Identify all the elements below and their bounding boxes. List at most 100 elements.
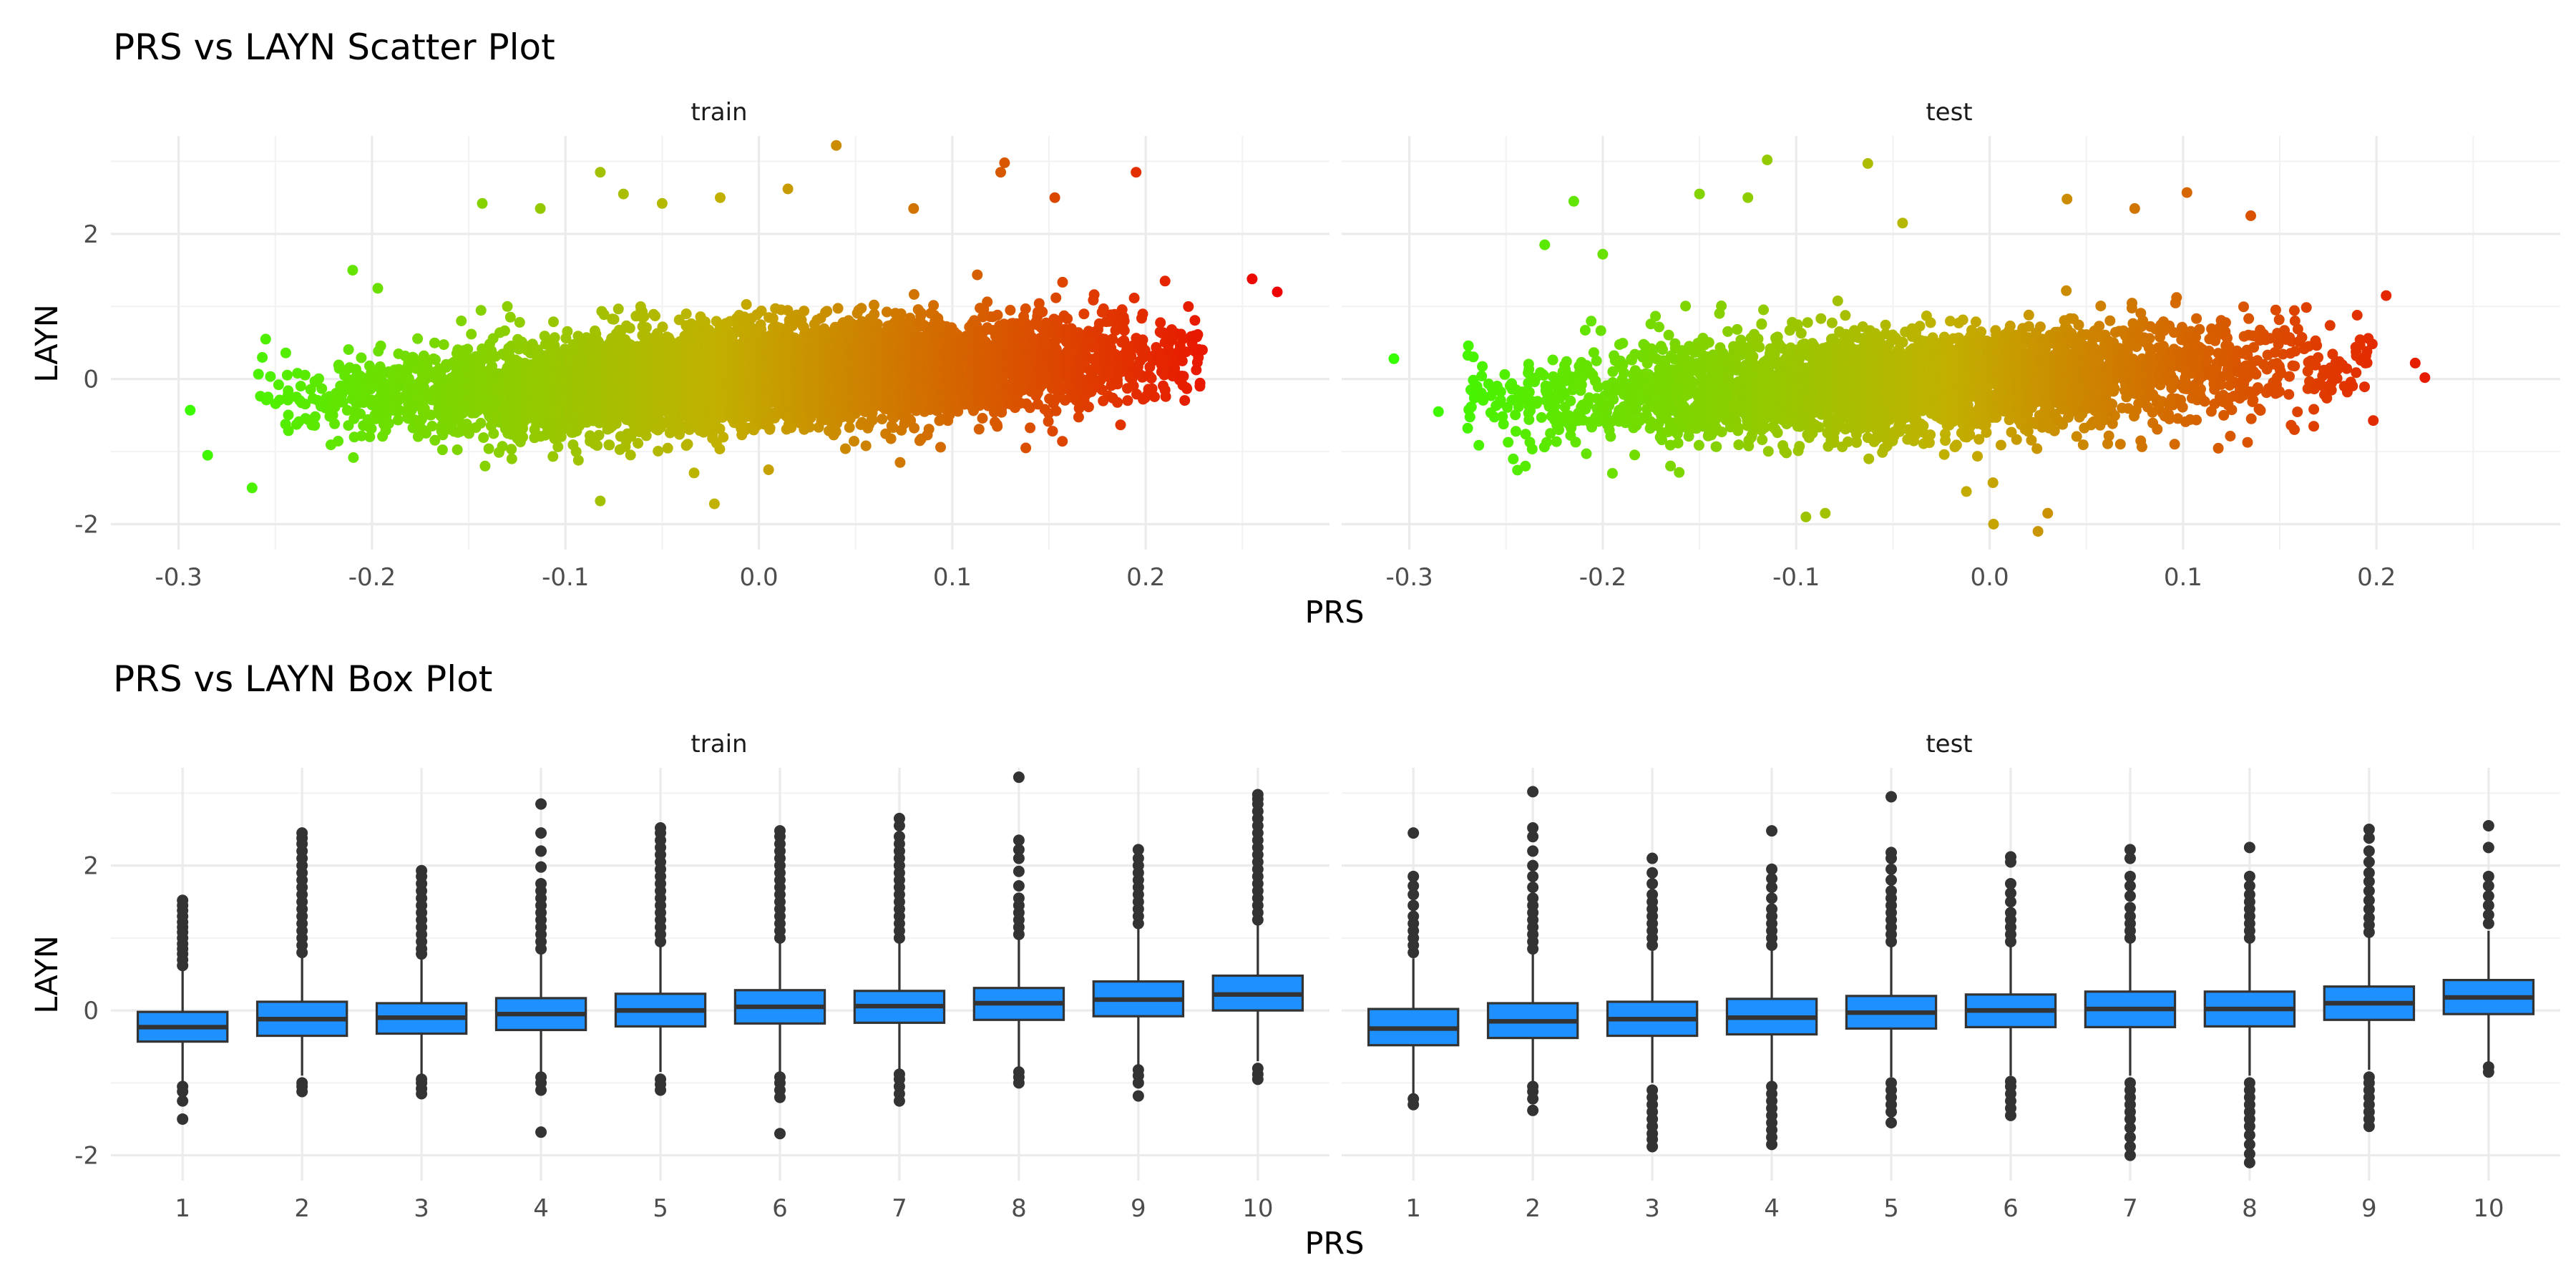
scatter-point (347, 265, 358, 276)
scatter-point (403, 373, 414, 384)
scatter-point (625, 449, 636, 461)
scatter-point (246, 482, 258, 494)
scatter-point (274, 394, 286, 406)
scatter-point (514, 317, 525, 328)
scatter-point (305, 384, 316, 395)
scatter-point (348, 452, 359, 463)
scatter-point (502, 301, 513, 312)
scatter-point (592, 440, 603, 452)
scatter-point (281, 369, 293, 381)
scatter-point (418, 350, 429, 361)
scatter-point (299, 369, 311, 381)
scatter-point (682, 439, 693, 450)
scatter-point (273, 379, 284, 391)
scatter-point (662, 442, 673, 454)
scatter-point (821, 306, 833, 317)
scatter-point (407, 422, 419, 434)
scatter-panel-train: -0.3 -0.2 -0.1 0.0 0.1 0.2-202 (74, 136, 1330, 592)
scatter-point (355, 408, 366, 419)
scatter-point (741, 299, 752, 310)
scatter-point (782, 183, 794, 195)
scatter-point (831, 140, 842, 151)
scatter-point (466, 328, 477, 340)
scatter-point (263, 391, 274, 403)
scatter-point (549, 332, 560, 343)
scatter-point (610, 418, 622, 429)
scatter-point (383, 418, 394, 429)
scatter-point (832, 303, 844, 314)
scatter-point (506, 444, 517, 455)
scatter-point (475, 305, 487, 316)
scatter-point (392, 414, 404, 426)
scatter-strip-test: test (1926, 98, 1972, 127)
scatter-point (372, 283, 384, 294)
scatter-point (535, 203, 546, 214)
scatter-point (375, 340, 386, 351)
scatter-point (680, 308, 692, 320)
scatter-point (300, 399, 311, 410)
scatter-point (598, 309, 610, 321)
scatter-point (764, 422, 776, 434)
scatter-point (438, 339, 449, 351)
scatter-point (257, 352, 268, 363)
scatter-point (437, 429, 449, 441)
scatter-point (309, 420, 321, 431)
scatter-point (517, 431, 528, 443)
scatter-point (429, 434, 441, 446)
scatter-point (570, 446, 582, 457)
scatter-point (327, 409, 338, 421)
scatter-point (295, 381, 306, 392)
box-plot-title: PRS vs LAYN Box Plot (113, 658, 492, 700)
scatter-point (504, 311, 516, 323)
scatter-strip-train: train (691, 98, 747, 127)
scatter-point (452, 444, 463, 455)
scatter-point (488, 428, 499, 439)
scatter-point (333, 436, 344, 447)
scatter-point (202, 449, 213, 461)
scatter-point (552, 441, 564, 452)
scatter-point (265, 371, 276, 382)
scatter-point (593, 429, 605, 441)
scatter-point (356, 430, 367, 441)
scatter-point (547, 451, 559, 462)
scatter-point (497, 441, 508, 452)
scatter-point (840, 443, 851, 454)
scatter-point (650, 311, 660, 321)
scatter-point (316, 383, 328, 394)
scatter-point (253, 369, 264, 380)
scatter-point (356, 352, 367, 364)
scatter-point (478, 432, 489, 444)
scatter-point (310, 411, 321, 422)
scatter-point (412, 333, 424, 344)
scatter-point (483, 443, 494, 454)
scatter-point (283, 425, 294, 436)
scatter-point (572, 454, 584, 466)
scatter-point (426, 421, 438, 431)
scatter-point (337, 396, 348, 408)
scatter-point (429, 354, 441, 366)
scatter-point (479, 460, 491, 472)
scatter-point (461, 419, 472, 430)
scatter-point (613, 303, 624, 315)
box-strip-train: train (691, 730, 747, 758)
scatter-point (849, 436, 859, 447)
scatter-point (714, 444, 726, 454)
scatter-point (718, 431, 729, 443)
scatter-point (624, 323, 635, 334)
scatter-point (653, 446, 664, 457)
scatter-point (477, 197, 488, 209)
scatter-point (283, 385, 294, 396)
scatter-point (475, 417, 487, 429)
scatter-point (283, 409, 294, 421)
scatter-point (282, 394, 293, 406)
scatter-point (595, 495, 606, 507)
scatter-plot-title: PRS vs LAYN Scatter Plot (113, 26, 555, 68)
scatter-point (425, 409, 436, 421)
scatter-point (364, 431, 376, 442)
scatter-point (329, 418, 341, 429)
scatter-point (688, 467, 700, 479)
scatter-point (506, 453, 517, 464)
scatter-point (185, 404, 196, 416)
scatter-point (436, 444, 448, 456)
